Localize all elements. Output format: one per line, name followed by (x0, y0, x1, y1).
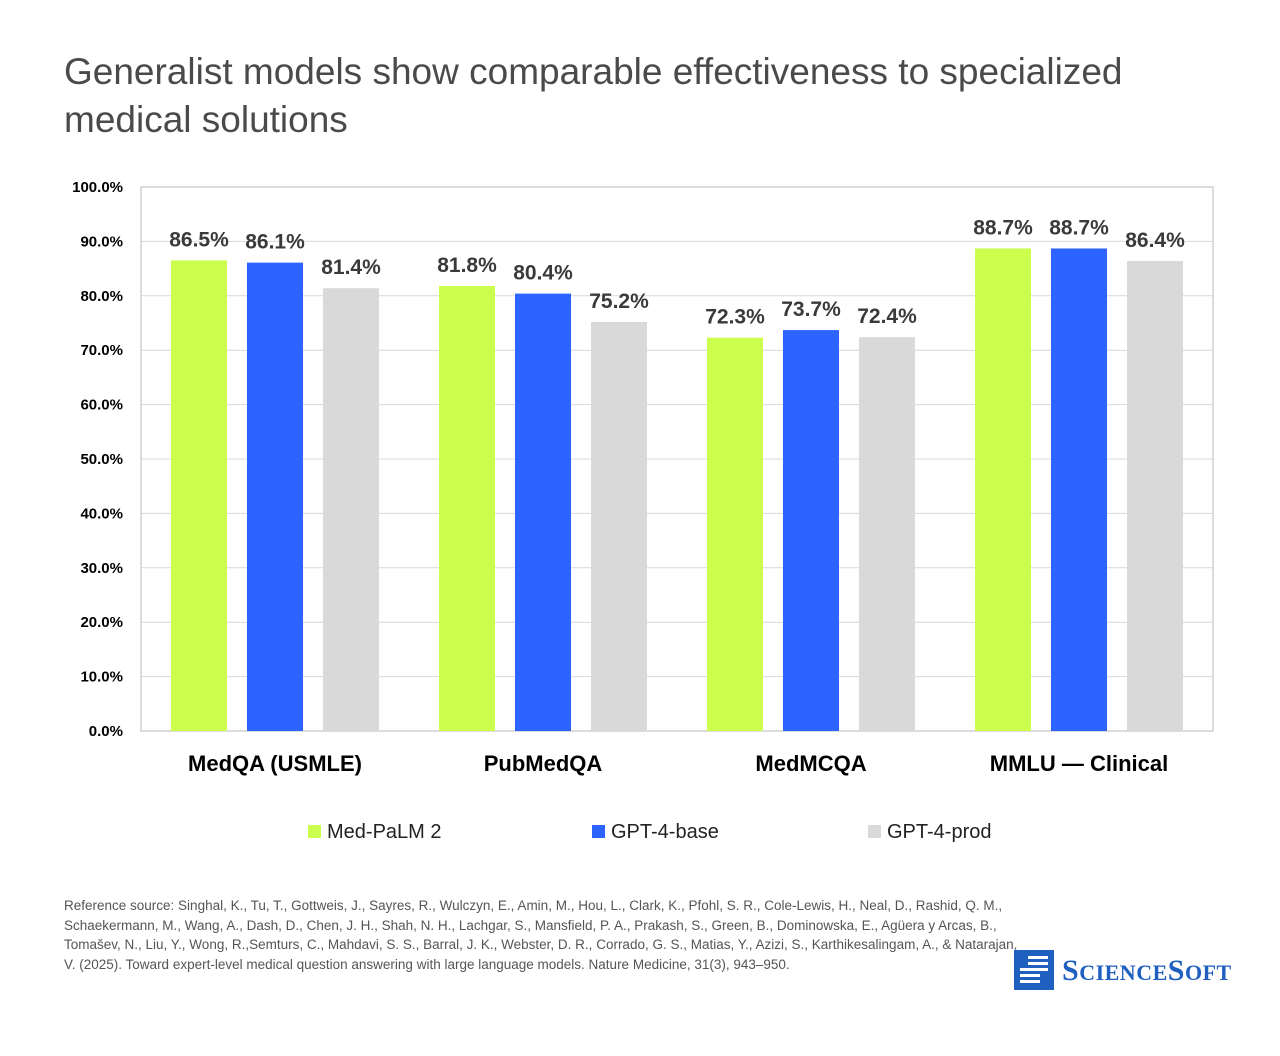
y-tick-label: 70.0% (80, 342, 123, 359)
legend-swatch (592, 825, 605, 838)
chart-title: Generalist models show comparable effect… (64, 51, 1123, 140)
y-tick-label: 50.0% (80, 451, 123, 468)
bar (1051, 248, 1107, 732)
bar (171, 260, 227, 731)
data-label: 86.4% (1125, 229, 1185, 252)
y-tick-label: 0.0% (89, 723, 123, 740)
data-label: 81.4% (321, 256, 381, 279)
x-tick-label: MedMCQA (755, 751, 866, 776)
bar (975, 248, 1031, 732)
bar (439, 286, 495, 731)
reference-source: Reference source: Singhal, K., Tu, T., G… (64, 898, 1018, 972)
data-label: 73.7% (781, 298, 841, 321)
data-label: 86.5% (169, 228, 229, 251)
y-tick-label: 20.0% (80, 614, 123, 631)
y-tick-label: 80.0% (80, 288, 123, 305)
x-tick-label: MMLU — Clinical (990, 751, 1168, 776)
legend-swatch (308, 825, 321, 838)
legend-swatch (868, 825, 881, 838)
data-label: 86.1% (245, 231, 305, 254)
bar (859, 337, 915, 731)
bar (783, 330, 839, 731)
plot-area-border (140, 186, 1214, 732)
y-tick-label: 10.0% (80, 669, 123, 686)
bar (1127, 260, 1183, 731)
data-label: 72.4% (857, 305, 917, 328)
y-tick-label: 40.0% (80, 505, 123, 522)
bar (591, 321, 647, 731)
sciencesoft-logo: SCIENCESOFT (1014, 950, 1231, 994)
sciencesoft-logo-text: SCIENCESOFT (1062, 954, 1232, 987)
bar (323, 288, 379, 731)
x-tick-label: PubMedQA (484, 751, 603, 776)
x-tick-label: MedQA (USMLE) (188, 751, 362, 776)
legend-label: GPT-4-prod (887, 821, 991, 843)
bar (707, 337, 763, 731)
data-label: 88.7% (1049, 216, 1109, 239)
bar-chart: 0.0% 10.0% 20.0% 30.0% 40.0% 50.0% 60.0% 70.0% 8… (72, 179, 1214, 843)
data-label: 88.7% (973, 216, 1033, 239)
data-label: 81.8% (437, 254, 497, 277)
sciencesoft-logo-icon (1014, 950, 1054, 990)
y-tick-label: 30.0% (80, 560, 123, 577)
bar (247, 262, 303, 731)
bar (515, 293, 571, 731)
data-label: 75.2% (589, 290, 649, 313)
y-tick-label: 90.0% (80, 233, 123, 250)
legend-label: GPT-4-base (611, 821, 719, 843)
legend-label: Med-PaLM 2 (327, 821, 442, 843)
data-label: 80.4% (513, 262, 573, 285)
y-tick-label: 100.0% (72, 179, 123, 196)
data-label: 72.3% (705, 306, 765, 329)
y-tick-label: 60.0% (80, 397, 123, 414)
